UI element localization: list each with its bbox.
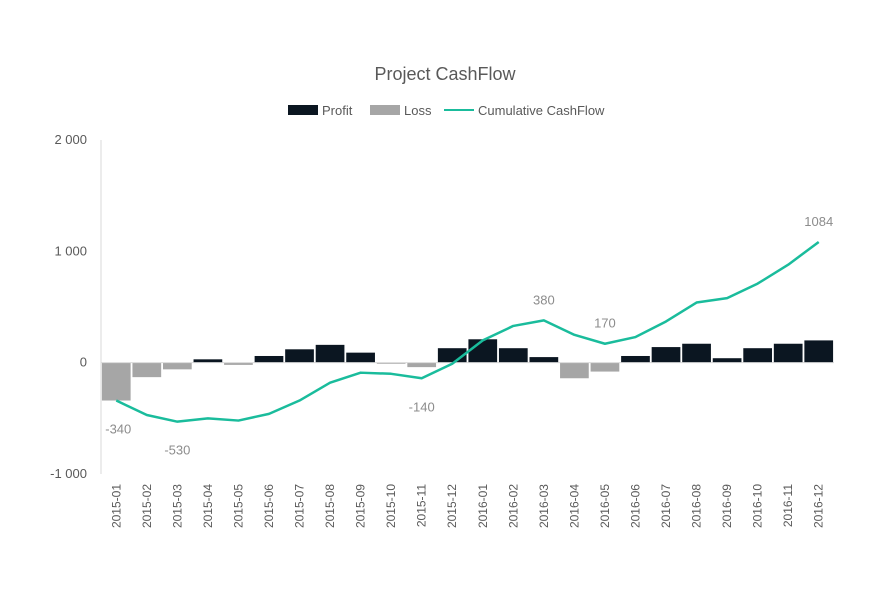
y-tick-label: -1 000 [50,466,87,481]
profit-bar [621,355,650,363]
x-category-label: 2015-09 [354,484,368,528]
loss-bar [132,362,162,378]
x-category-label: 2015-06 [262,484,276,528]
loss-bar [590,362,620,372]
chart-title: Project CashFlow [374,64,516,84]
x-category-label: 2015-11 [415,484,429,527]
legend-label-loss: Loss [404,103,432,118]
x-category-label: 2016-09 [720,484,734,528]
x-category-label: 2015-04 [201,484,215,528]
x-category-label: 2016-03 [537,484,551,528]
cumulative-line-layer [115,240,820,423]
annotations: -340 -530 -140 380 170 1084 [105,214,833,458]
x-category-label: 2016-10 [751,484,765,528]
x-category-label: 2016-05 [598,484,612,528]
profit-bar [254,355,284,363]
profit-bar [315,344,345,363]
y-tick-label: 0 [80,355,87,370]
x-category-label: 2016-07 [659,484,673,528]
x-category-label: 2016-11 [781,484,795,527]
x-category-label: 2016-04 [567,484,581,528]
loss-bar [224,362,253,365]
x-category-label: 2016-02 [506,484,520,528]
data-label: -530 [164,443,190,458]
loss-bar [407,362,437,368]
x-category-label: 2016-06 [628,484,642,528]
x-category-label: 2015-07 [293,484,307,528]
profit-bar [712,358,742,363]
profit-bar [468,339,498,363]
profit-bar [743,348,773,363]
loss-bar [162,362,192,370]
data-label: -140 [409,399,435,414]
x-category-label: 2015-08 [323,484,337,528]
legend-label-cumulative: Cumulative CashFlow [478,103,605,118]
profit-bar [651,347,681,363]
data-label: 1084 [804,214,833,229]
profit-bar [804,340,834,363]
loss-bar [101,362,131,401]
x-category-label: 2015-03 [170,484,184,528]
profit-bar [773,343,803,363]
x-category-label: 2016-12 [812,484,826,528]
profit-bar [193,359,223,363]
x-category-label: 2016-08 [690,484,704,528]
x-category-label: 2015-10 [384,484,398,528]
data-label: -340 [105,422,131,437]
x-axis: 2015-01 2015-02 2015-03 2015-04 2015-05 2015-… [109,484,825,528]
data-label: 170 [594,316,616,331]
y-tick-label: 1 000 [54,243,87,258]
x-category-label: 2015-05 [231,484,245,528]
legend-swatch-loss [370,105,400,115]
y-tick-label: 2 000 [54,132,87,147]
x-category-label: 2015-02 [140,484,154,528]
legend-swatch-profit [288,105,318,115]
legend: Profit Loss Cumulative CashFlow [288,103,605,118]
x-category-label: 2016-01 [476,484,490,528]
profit-bar [682,343,711,363]
profit-bar [529,357,559,363]
profit-bar [346,352,375,363]
loss-bar [560,362,589,379]
data-label: 380 [533,292,555,307]
profit-bar [285,349,314,363]
cumulative-cashflow-line [115,240,820,423]
profit-bar [498,348,528,363]
legend-label-profit: Profit [322,103,353,118]
y-axis: 2 000 1 000 0 -1 000 [50,132,87,481]
bars-layer [101,339,834,401]
loss-bar [376,362,406,364]
x-category-label: 2015-01 [109,484,123,528]
x-category-label: 2015-12 [445,484,459,528]
